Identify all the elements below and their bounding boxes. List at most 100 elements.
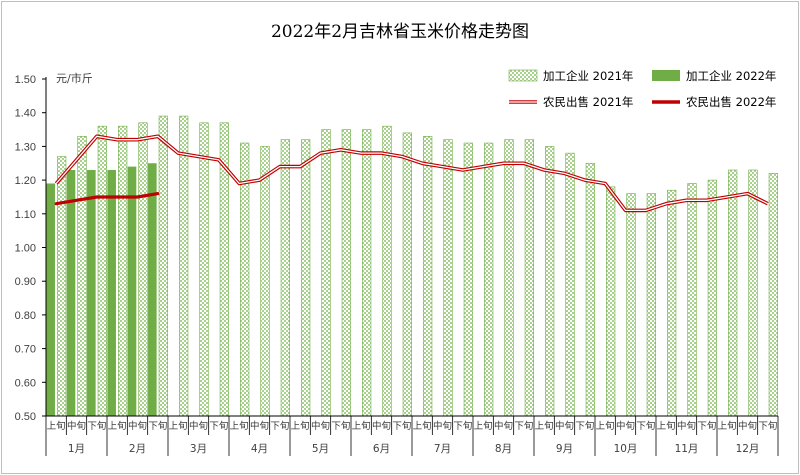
bar-processing-2022: [46, 183, 55, 416]
bar-processing-2021: [321, 129, 331, 417]
y-tick-label: 1.20: [15, 175, 36, 187]
month-label: 8月: [495, 443, 512, 455]
x-tick-label: 上旬: [291, 420, 310, 432]
bar-processing-2021: [362, 129, 372, 417]
line-farmer-2022: [54, 192, 160, 206]
x-tick-label: 中旬: [677, 420, 696, 432]
bar-processing-2021: [524, 139, 534, 417]
y-tick-label: 1.10: [15, 209, 36, 221]
bar-processing-2021: [463, 142, 473, 417]
x-tick-label: 下旬: [636, 420, 655, 432]
y-tick-label: 1.00: [15, 243, 36, 255]
x-tick-label: 下旬: [148, 420, 167, 432]
month-label: 4月: [251, 443, 268, 455]
y-tick-label: 0.80: [15, 310, 36, 322]
bar-processing-2021: [504, 139, 514, 417]
y-tick-label: 0.70: [15, 344, 36, 356]
x-tick-label: 中旬: [372, 420, 391, 432]
bar-processing-2021: [77, 135, 87, 417]
bar-processing-2021: [97, 125, 107, 417]
x-tick-label: 下旬: [514, 420, 533, 432]
x-tick-label: 上旬: [169, 420, 188, 432]
bar-processing-2021: [646, 193, 656, 417]
bar-processing-2021: [768, 173, 778, 417]
bar-processing-2022: [127, 166, 137, 416]
bar-processing-2022: [107, 169, 116, 416]
bar-processing-2021: [565, 152, 575, 417]
legend-label-farmer-2022: 农民出售 2022年: [686, 95, 776, 109]
line-farmer-2021-inner: [55, 135, 769, 212]
x-tick-label: 下旬: [575, 420, 594, 432]
bar-processing-2021: [301, 139, 311, 417]
y-tick-label: 0.90: [15, 276, 36, 288]
y-tick-label: 1.50: [15, 74, 36, 86]
legend-label-farmer-2021: 农民出售 2021年: [543, 95, 633, 109]
x-tick-label: 中旬: [250, 420, 269, 432]
bar-processing-2022: [66, 169, 76, 416]
x-tick-label: 上旬: [108, 420, 127, 432]
x-tick-label: 中旬: [555, 420, 574, 432]
x-tick-label: 上旬: [718, 420, 737, 432]
y-tick-label: 0.50: [15, 411, 36, 423]
month-label: 1月: [68, 443, 85, 455]
x-tick-label: 下旬: [758, 420, 777, 432]
x-tick-label: 上旬: [474, 420, 493, 432]
month-label: 11月: [675, 443, 699, 455]
bar-processing-2021: [626, 193, 636, 417]
bar-processing-2021: [402, 132, 412, 417]
x-tick-label: 上旬: [352, 420, 371, 432]
x-tick-label: 下旬: [331, 420, 350, 432]
x-tick-label: 上旬: [413, 420, 432, 432]
bar-processing-2021: [199, 122, 209, 417]
x-tick-label: 下旬: [697, 420, 716, 432]
month-label: 7月: [434, 443, 451, 455]
bar-processing-2021: [728, 169, 738, 417]
x-tick-label: 下旬: [453, 420, 472, 432]
bar-processing-2021: [443, 139, 453, 417]
bar-processing-2021: [118, 125, 128, 417]
x-tick-label: 中旬: [738, 420, 757, 432]
bar-processing-2021: [341, 129, 351, 417]
bar-processing-2021: [585, 162, 595, 417]
x-tick-label: 中旬: [67, 420, 86, 432]
bar-processing-2021: [423, 135, 433, 417]
x-tick-label: 中旬: [311, 420, 330, 432]
month-label: 9月: [556, 443, 573, 455]
month-label: 2月: [129, 443, 146, 455]
chart-title: 2022年2月吉林省玉米价格走势图: [271, 22, 529, 42]
x-tick-label: 下旬: [87, 420, 106, 432]
y-tick-label: 0.60: [15, 377, 36, 389]
legend-label-processing-2022: 加工企业 2022年: [686, 69, 776, 83]
x-tick-label: 中旬: [616, 420, 635, 432]
bar-processing-2021: [57, 156, 67, 417]
bar-processing-2021: [748, 169, 758, 417]
x-tick-label: 上旬: [230, 420, 249, 432]
x-tick-label: 下旬: [392, 420, 411, 432]
x-tick-label: 下旬: [209, 420, 228, 432]
bar-processing-2021: [179, 115, 189, 417]
x-tick-label: 上旬: [535, 420, 554, 432]
month-label: 10月: [614, 443, 638, 455]
bar-processing-2022: [87, 169, 96, 416]
bar-processing-2021: [280, 139, 290, 417]
x-tick-label: 中旬: [128, 420, 147, 432]
bar-processing-2021: [484, 142, 494, 417]
x-tick-label: 中旬: [433, 420, 452, 432]
x-tick-label: 下旬: [270, 420, 289, 432]
month-label: 3月: [190, 443, 207, 455]
bar-processing-2021: [545, 146, 555, 417]
month-label: 5月: [312, 443, 329, 455]
legend-swatch-processing-2021: [508, 69, 538, 82]
legend-label-processing-2021: 加工企业 2021年: [543, 69, 633, 83]
bar-processing-2021: [138, 122, 148, 417]
bar-processing-2021: [606, 186, 616, 417]
x-tick-label: 上旬: [47, 420, 66, 432]
bar-processing-2022: [148, 163, 157, 416]
y-tick-label: 1.30: [15, 141, 36, 153]
legend-swatch-processing-2022: [652, 70, 680, 81]
y-tick-label: 1.40: [15, 108, 36, 120]
bar-processing-2021: [382, 125, 392, 417]
